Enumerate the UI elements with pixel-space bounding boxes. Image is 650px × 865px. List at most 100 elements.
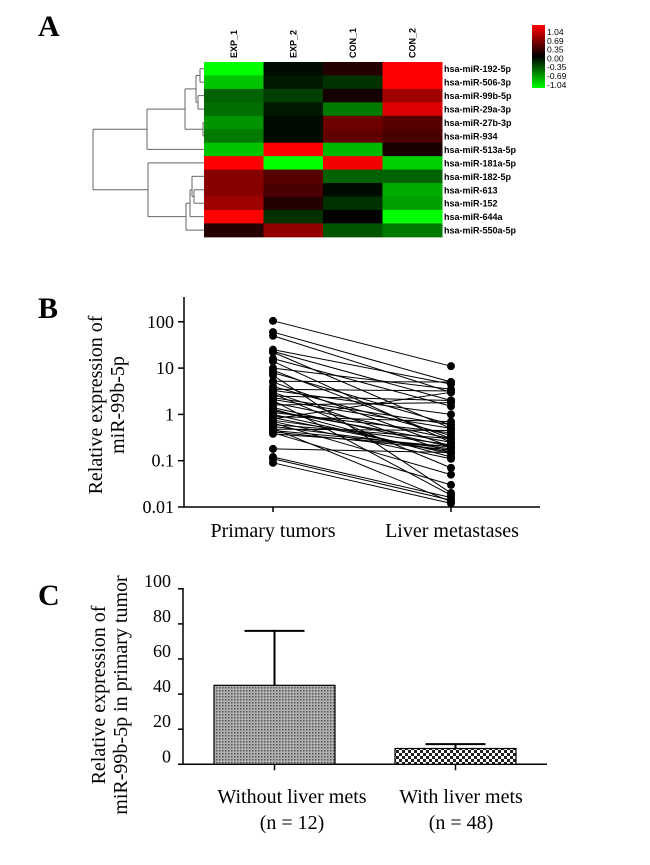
- heatmap-row-label: hsa-miR-506-3p: [444, 78, 512, 88]
- heatmap-legend-label: 0.69: [547, 36, 564, 46]
- panel-label-b: B: [38, 292, 58, 325]
- heatmap-row-label: hsa-miR-613: [444, 185, 498, 195]
- paired-line: [272, 431, 452, 451]
- heatmap-row-label: hsa-miR-27b-3p: [444, 118, 512, 128]
- heatmap-cell: [204, 142, 264, 157]
- panel-b-xlabel-liver: Liver metastases: [385, 520, 519, 542]
- heatmap-cell: [382, 196, 443, 211]
- heatmap-cell: [204, 223, 264, 238]
- primary-tumor-point: [269, 331, 277, 340]
- paired-line: [272, 388, 452, 392]
- heatmap-cell: [263, 183, 324, 197]
- heatmap-cell: [204, 75, 264, 90]
- heatmap-cell: [263, 196, 324, 211]
- paired-line: [272, 393, 452, 469]
- y-tick-label: 40: [153, 676, 171, 696]
- heatmap-cell: [323, 169, 383, 184]
- paired-line: [272, 331, 452, 383]
- heatmap-cell: [323, 196, 383, 211]
- panel-label-c: C: [38, 579, 60, 612]
- heatmap-legend-label: -0.69: [547, 71, 567, 81]
- heatmap-cell: [263, 223, 324, 238]
- heatmap-cell: [323, 209, 383, 224]
- paired-line: [272, 422, 452, 476]
- primary-tumor-point: [269, 444, 277, 453]
- heatmap-cell: [323, 88, 383, 103]
- primary-tumor-point: [269, 429, 277, 438]
- panel-c-n-without: (n = 12): [260, 812, 325, 834]
- panel-b-xlabel-primary: Primary tumors: [211, 520, 336, 542]
- heatmap-cell: [382, 62, 443, 76]
- heatmap-cell: [382, 209, 443, 224]
- paired-line: [272, 397, 452, 426]
- paired-line: [272, 456, 452, 499]
- y-tick-label: 10: [156, 358, 174, 378]
- liver-metastasis-point: [447, 434, 455, 443]
- liver-metastasis-point: [447, 470, 455, 479]
- heatmap-row-label: hsa-miR-644a: [444, 212, 504, 222]
- heatmap-legend-label: 0.35: [547, 45, 564, 55]
- heatmap-cell: [323, 129, 383, 144]
- y-tick-label: 0.01: [143, 497, 175, 517]
- heatmap-cell: [263, 129, 324, 144]
- paired-line: [272, 419, 452, 446]
- heatmap-row-label: hsa-miR-182-5p: [444, 172, 512, 182]
- heatmap-cell: [263, 156, 324, 171]
- paired-line: [272, 395, 452, 401]
- paired-line: [272, 391, 452, 420]
- primary-tumor-point: [269, 316, 277, 325]
- heatmap-cell: [204, 156, 264, 171]
- paired-line: [272, 402, 452, 440]
- primary-tumor-point: [269, 371, 277, 380]
- heatmap-cell: [382, 223, 443, 238]
- liver-metastasis-point: [447, 499, 455, 508]
- y-tick-label: 1: [165, 404, 174, 424]
- heatmap-cell: [204, 115, 264, 130]
- heatmap-cell: [382, 156, 443, 171]
- heatmap-cell: [323, 183, 383, 197]
- heatmap-row-label: hsa-miR-99b-5p: [444, 91, 512, 101]
- paired-line: [272, 349, 452, 385]
- heatmap-cell: [204, 62, 264, 76]
- paired-line: [272, 462, 452, 504]
- liver-metastasis-point: [447, 378, 455, 387]
- heatmap-cell: [263, 115, 324, 130]
- liver-metastasis-point: [447, 362, 455, 371]
- liver-metastasis-point: [447, 480, 455, 489]
- heatmap-legend-labels: 1.040.690.350.00-0.35-0.69-1.04: [547, 27, 567, 90]
- heatmap-cell: [204, 209, 264, 224]
- heatmap-cell: [382, 115, 443, 130]
- liver-metastasis-point: [447, 442, 455, 451]
- heatmap-row-label: hsa-miR-550a-5p: [444, 226, 517, 236]
- heatmap-cell: [263, 169, 324, 184]
- liver-metastasis-point: [447, 454, 455, 463]
- y-tick-label: 80: [153, 606, 171, 626]
- paired-line: [272, 425, 452, 450]
- paired-line: [272, 360, 452, 443]
- y-tick-label: 100: [147, 312, 174, 332]
- heatmap-row-label: hsa-miR-513a-5p: [444, 145, 517, 155]
- heatmap-cell: [323, 223, 383, 238]
- paired-line: [272, 433, 452, 448]
- y-tick-label: 100: [144, 571, 171, 591]
- heatmap-column-label: EXP_1: [229, 30, 239, 58]
- heatmap-cell: [204, 102, 264, 117]
- paired-line: [272, 429, 452, 448]
- panel-c-xlabel-without: Without liver mets: [217, 786, 366, 808]
- heatmap-cell: [382, 183, 443, 197]
- paired-line: [272, 380, 452, 383]
- heatmap-row-label: hsa-miR-181a-5p: [444, 158, 517, 168]
- heatmap-cell: [263, 102, 324, 117]
- liver-metastasis-point: [447, 417, 455, 426]
- bar-chart-panel-c: 100 80 60 40 20 0: [144, 571, 547, 771]
- liver-metastasis-point: [447, 448, 455, 457]
- primary-tumor-point: [269, 357, 277, 366]
- heatmap-cell: [263, 142, 324, 157]
- paired-line: [272, 320, 452, 367]
- primary-tumor-point: [269, 348, 277, 357]
- bar: [213, 684, 336, 765]
- paired-line: [272, 416, 452, 423]
- heatmap-cell: [263, 62, 324, 76]
- paired-line: [272, 424, 452, 440]
